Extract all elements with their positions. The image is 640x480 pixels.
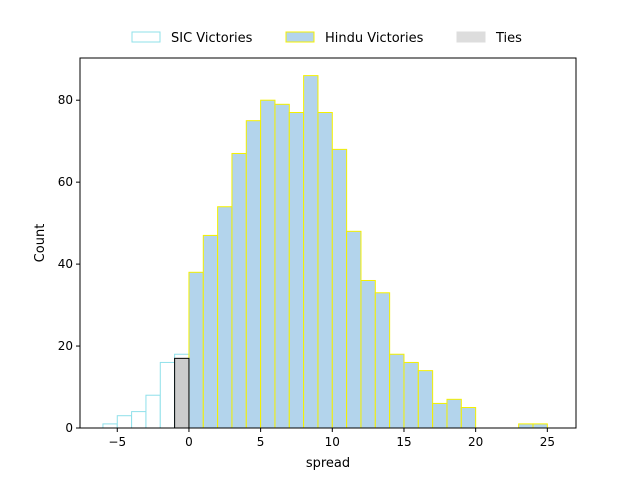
bar-hindu-victories: [446, 398, 462, 429]
bar-hindu-victories: [288, 111, 305, 429]
plot-frame: [79, 57, 577, 429]
x-axis-label: spread: [306, 456, 350, 471]
bars-layer: [102, 75, 548, 429]
bar-hindu-victories: [231, 152, 247, 429]
x-tick-label: 15: [396, 435, 411, 449]
bar-hindu-victories: [317, 111, 333, 429]
bar-hindu-victories: [188, 271, 204, 429]
bar-sic-victories: [131, 411, 147, 429]
bar-hindu-victories: [331, 148, 348, 429]
legend-swatch: [456, 31, 486, 43]
y-axis-label: Count: [33, 224, 48, 263]
x-tick-label: 25: [540, 435, 555, 449]
bar-hindu-victories: [432, 402, 448, 429]
bar-sic-victories: [159, 361, 176, 429]
legend-swatch: [285, 31, 315, 43]
y-tick-label: 80: [58, 93, 73, 107]
x-tick-label: 0: [185, 435, 193, 449]
bar-hindu-victories: [389, 353, 405, 429]
bar-sic-victories: [102, 423, 118, 429]
bar-hindu-victories: [374, 292, 391, 429]
bar-hindu-victories: [245, 120, 262, 429]
bar-hindu-victories: [274, 103, 290, 429]
y-tick-label: 20: [58, 339, 73, 353]
bar-hindu-victories: [303, 75, 319, 429]
x-tick-label: 10: [325, 435, 340, 449]
bar-hindu-victories: [460, 407, 477, 429]
bar-sic-victories: [145, 394, 161, 429]
x-axis-ticks: −5 0 5 10 15 20 25: [108, 428, 555, 449]
bar-hindu-victories: [360, 279, 376, 429]
y-tick-label: 0: [65, 421, 73, 435]
legend-swatch: [131, 31, 161, 43]
y-tick-label: 40: [58, 257, 73, 271]
bar-hindu-victories: [417, 370, 434, 429]
y-axis-ticks: 0 20 40 60 80: [58, 93, 80, 435]
bar-hindu-victories: [346, 230, 362, 429]
bar-hindu-victories: [403, 361, 419, 429]
x-tick-label: −5: [108, 435, 126, 449]
x-tick-label: 5: [257, 435, 265, 449]
x-tick-label: 20: [468, 435, 483, 449]
bar-hindu-victories: [217, 206, 233, 429]
bar-ties: [174, 357, 190, 429]
bar-sic-victories: [116, 415, 133, 429]
legend-label: SIC Victories: [171, 31, 253, 46]
bar-hindu-victories: [202, 234, 219, 429]
bar-hindu-victories: [518, 423, 534, 429]
y-tick-label: 60: [58, 175, 73, 189]
legend-label: Ties: [495, 31, 522, 46]
bar-hindu-victories: [260, 99, 276, 429]
legend-label: Hindu Victories: [325, 31, 424, 46]
legend: SIC Victories Hindu Victories Ties: [131, 31, 522, 46]
bar-hindu-victories: [532, 423, 548, 429]
